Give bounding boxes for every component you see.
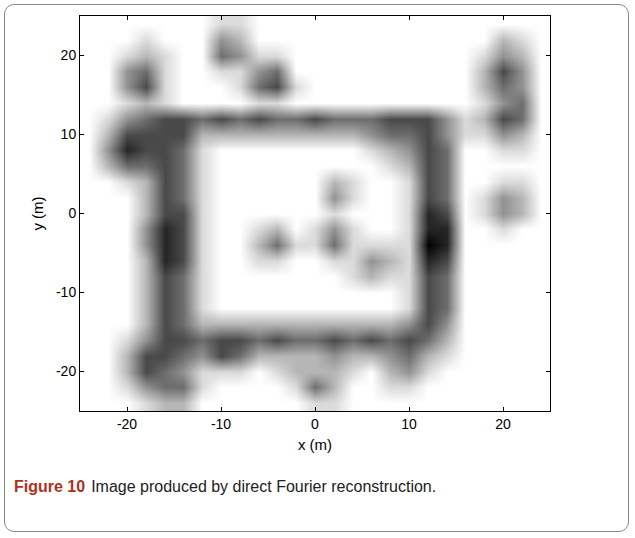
svg-text:-20: -20 xyxy=(56,363,76,379)
svg-text:0: 0 xyxy=(68,205,76,221)
svg-text:y (m): y (m) xyxy=(29,196,46,230)
svg-text:10: 10 xyxy=(61,126,77,142)
svg-text:x (m): x (m) xyxy=(298,436,332,453)
svg-text:10: 10 xyxy=(401,416,417,432)
svg-text:-20: -20 xyxy=(117,416,137,432)
svg-text:0: 0 xyxy=(311,416,319,432)
svg-text:-10: -10 xyxy=(211,416,231,432)
svg-text:-10: -10 xyxy=(56,284,76,300)
svg-text:20: 20 xyxy=(495,416,511,432)
svg-text:20: 20 xyxy=(61,47,77,63)
html-text:Figure 10 Image produced by di: Figure 10 Image produced by direct Fouri… xyxy=(14,478,437,495)
